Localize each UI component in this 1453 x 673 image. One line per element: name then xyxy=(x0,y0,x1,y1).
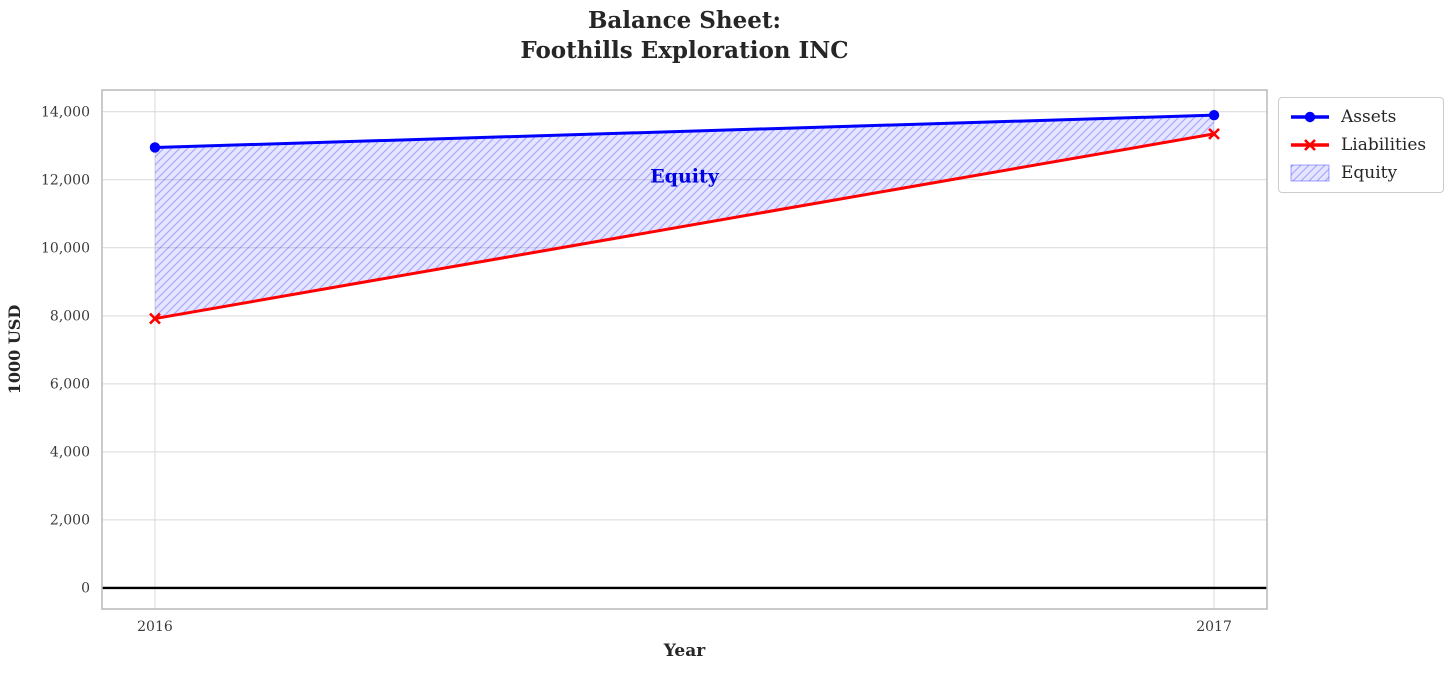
legend-item-liabilities: Liabilities xyxy=(1288,131,1434,159)
legend: Assets Liabilities Equity xyxy=(1278,97,1444,193)
y-tick-label: 12,000 xyxy=(41,173,90,189)
chart-title-line2: Foothills Exploration INC xyxy=(520,37,849,64)
legend-handle-patch-hatch xyxy=(1290,164,1330,182)
circle-marker xyxy=(1208,109,1220,121)
legend-handle-line-circle xyxy=(1291,111,1329,123)
y-tick-label: 0 xyxy=(81,581,90,597)
equity-annotation: Equity xyxy=(650,165,720,187)
x-marker xyxy=(1208,127,1220,140)
legend-item-equity: Equity xyxy=(1288,159,1434,187)
y-tick-label: 4,000 xyxy=(50,445,90,461)
y-tick-label: 10,000 xyxy=(41,241,90,257)
y-tick-label: 14,000 xyxy=(41,105,90,121)
x-axis-label: Year xyxy=(663,641,706,661)
y-axis-label: 1000 USD xyxy=(5,304,25,395)
series-line-liabilities xyxy=(154,132,1215,321)
y-axis-label-wrap: 1000 USD xyxy=(0,90,30,609)
x-marker xyxy=(149,312,161,325)
legend-handle-line-x xyxy=(1291,139,1329,151)
circle-marker xyxy=(149,142,161,153)
series-line-assets xyxy=(154,113,1215,149)
y-tick-label: 2,000 xyxy=(50,513,90,529)
x-tick-label: 2017 xyxy=(1196,619,1232,635)
x-tick-label: 2016 xyxy=(137,619,173,635)
legend-label: Equity xyxy=(1341,163,1398,183)
chart-title: Balance Sheet: Foothills Exploration INC xyxy=(102,6,1267,66)
equity-area-hatch xyxy=(154,115,1215,319)
y-tick-label: 6,000 xyxy=(50,377,90,393)
y-tick-label: 8,000 xyxy=(50,309,90,325)
legend-item-assets: Assets xyxy=(1288,103,1434,131)
legend-label: Assets xyxy=(1341,107,1397,127)
plot-border xyxy=(101,89,1268,610)
chart-title-line1: Balance Sheet: xyxy=(587,7,782,34)
legend-label: Liabilities xyxy=(1341,135,1427,155)
